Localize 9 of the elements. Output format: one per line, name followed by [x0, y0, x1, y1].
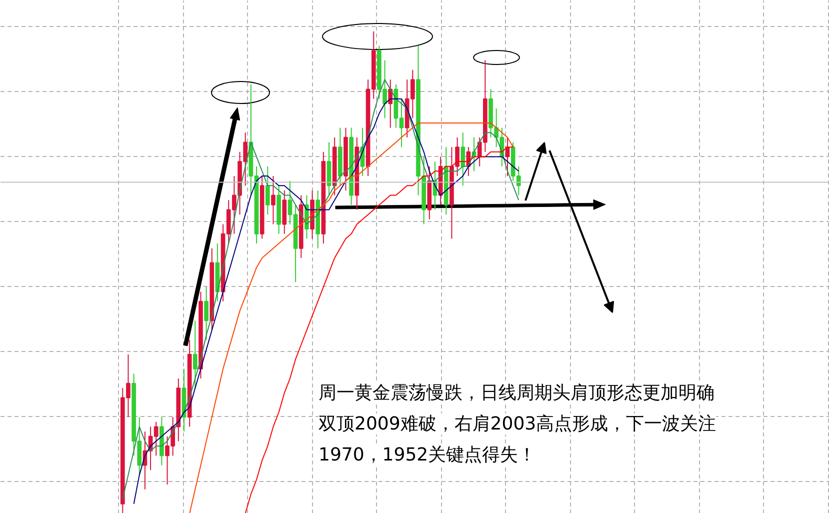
candlestick	[382, 60, 387, 119]
annotation: 双顶2009难破，右肩2003高点形成，下一波关注	[318, 414, 716, 434]
candlestick	[192, 320, 198, 389]
candlestick	[460, 132, 466, 186]
annotation: 1970，1952关键点得失！	[318, 444, 536, 466]
annotation: 周一黄金震荡慢跌，日线周期头肩顶形态更加明确	[318, 382, 714, 404]
candlestick	[271, 176, 276, 225]
candlestick	[204, 286, 208, 340]
candlestick	[265, 166, 270, 216]
